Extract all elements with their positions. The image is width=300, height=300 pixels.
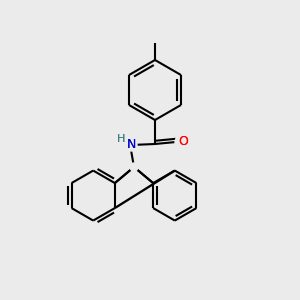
Text: O: O bbox=[178, 135, 188, 148]
Text: H: H bbox=[117, 134, 125, 144]
Circle shape bbox=[175, 136, 187, 148]
Circle shape bbox=[130, 163, 138, 171]
Text: N: N bbox=[127, 138, 136, 151]
Circle shape bbox=[125, 139, 137, 151]
Text: N: N bbox=[127, 138, 136, 151]
Text: H: H bbox=[117, 134, 125, 144]
Text: O: O bbox=[178, 135, 188, 148]
